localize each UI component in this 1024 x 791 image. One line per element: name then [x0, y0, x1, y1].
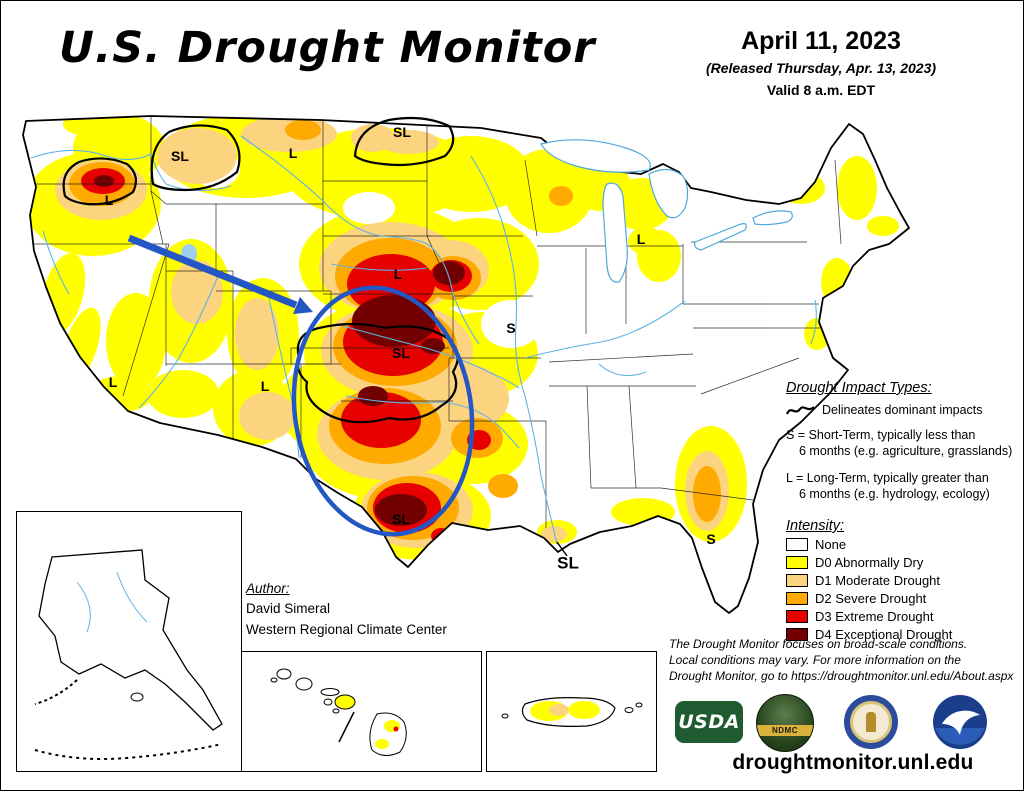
conus-drought-map: [22, 115, 910, 614]
great-lakes: [540, 139, 793, 283]
delineates-text: Delineates dominant impacts: [822, 403, 983, 417]
swatch-d3: [786, 610, 808, 624]
usda-logo: USDA: [675, 701, 743, 743]
url-link[interactable]: droughtmonitor.unl.edu: [732, 751, 974, 774]
legend-row-d1: D1 Moderate Drought: [786, 573, 1021, 588]
impact-label-montana: L: [288, 145, 298, 161]
swatch-none: [786, 538, 808, 552]
short-term-definition: S = Short-Term, typically less than 6 mo…: [786, 428, 1013, 459]
kodiak-island: [130, 692, 144, 702]
aleutian-islands: [34, 679, 78, 705]
louisiana-label-pointer: [556, 541, 568, 557]
impact-label-louisiana: SL: [557, 553, 579, 573]
author-heading: Author:: [246, 581, 290, 596]
ndmc-logo: NDMC: [756, 694, 814, 752]
hawaii-islands: [270, 668, 407, 756]
impact-label-south-texas: SL: [392, 511, 410, 527]
author-block: Author: David Simeral Western Regional C…: [246, 579, 447, 640]
disclaimer-text: The Drought Monitor focuses on broad-sca…: [669, 637, 1014, 683]
swatch-d4: [786, 628, 808, 642]
legend-row-d2: D2 Severe Drought: [786, 591, 1021, 606]
legend-row-d0: D0 Abnormally Dry: [786, 555, 1021, 570]
legend-panel: Drought Impact Types: Delineates dominan…: [786, 380, 1021, 642]
pr-d1-area: [549, 704, 569, 716]
us-outline: [22, 115, 910, 614]
long-term-definition: L = Long-Term, typically greater than 6 …: [786, 470, 990, 501]
valid-time: Valid 8 a.m. EDT: [766, 82, 876, 98]
swatch-d2: [786, 592, 808, 606]
release-date: (Released Thursday, Apr. 13, 2023): [705, 60, 937, 76]
date-block: April 11, 2023 (Released Thursday, Apr. …: [656, 27, 986, 98]
noaa-logo: [932, 694, 988, 750]
alaska-rivers: [76, 571, 148, 633]
impact-delineation-outlines: [62, 116, 459, 424]
map-date: April 11, 2023: [741, 27, 901, 55]
swatch-d1: [786, 574, 808, 588]
swatch-d0: [786, 556, 808, 570]
highlight-ellipse-annotation: [291, 285, 475, 537]
page-title: U.S. Drought Monitor: [59, 23, 596, 73]
state-borders: [29, 116, 842, 528]
author-name: David Simeral: [246, 601, 331, 617]
highlight-arrowhead: [293, 297, 313, 314]
alaska-map: [34, 549, 223, 760]
impact-label-illinois: S: [506, 320, 516, 336]
impact-label-florida: S: [706, 531, 716, 547]
impact-label-north-dakota: SL: [393, 124, 411, 140]
impact-label-kansas: SL: [392, 345, 410, 361]
intensity-heading: Intensity:: [786, 518, 845, 534]
highlight-arrow-annotation: [127, 234, 298, 309]
puerto-rico-inset: [486, 651, 657, 772]
pr-d0-area-2: [568, 701, 600, 719]
impact-label-new-mexico: L: [260, 378, 270, 394]
delineation-squiggle-icon: [786, 406, 815, 415]
alaska-inset: [16, 511, 242, 772]
mona-island: [501, 713, 509, 719]
rivers: [30, 135, 817, 545]
hawaii-label-pointer: [338, 711, 355, 743]
author-org: Western Regional Climate Center: [246, 621, 447, 637]
impact-types-heading: Drought Impact Types:: [786, 380, 932, 396]
culebra-island: [635, 702, 643, 708]
commerce-seal-logo: [844, 695, 898, 749]
impact-label-washington: SL: [171, 148, 189, 164]
legend-row-d3: D3 Extreme Drought: [786, 609, 1021, 624]
hawaii-inset: [241, 651, 482, 772]
vieques-island: [624, 707, 634, 713]
legend-row-none: None: [786, 537, 1021, 552]
puerto-rico-map: [501, 697, 643, 727]
impact-label-michigan: L: [636, 231, 646, 247]
delineates-row: Delineates dominant impacts: [786, 403, 1021, 417]
impact-label-oregon: L: [104, 192, 114, 208]
impact-label-nevada: L: [108, 374, 118, 390]
aleutian-chain: [34, 743, 223, 760]
alaska-outline: [38, 549, 223, 731]
legend-row-d4: D4 Exceptional Drought: [786, 627, 1021, 642]
impact-label-nebraska: L: [393, 266, 403, 282]
agency-logos: USDA NDMC: [673, 693, 1013, 752]
hawaii-map: [270, 668, 407, 756]
